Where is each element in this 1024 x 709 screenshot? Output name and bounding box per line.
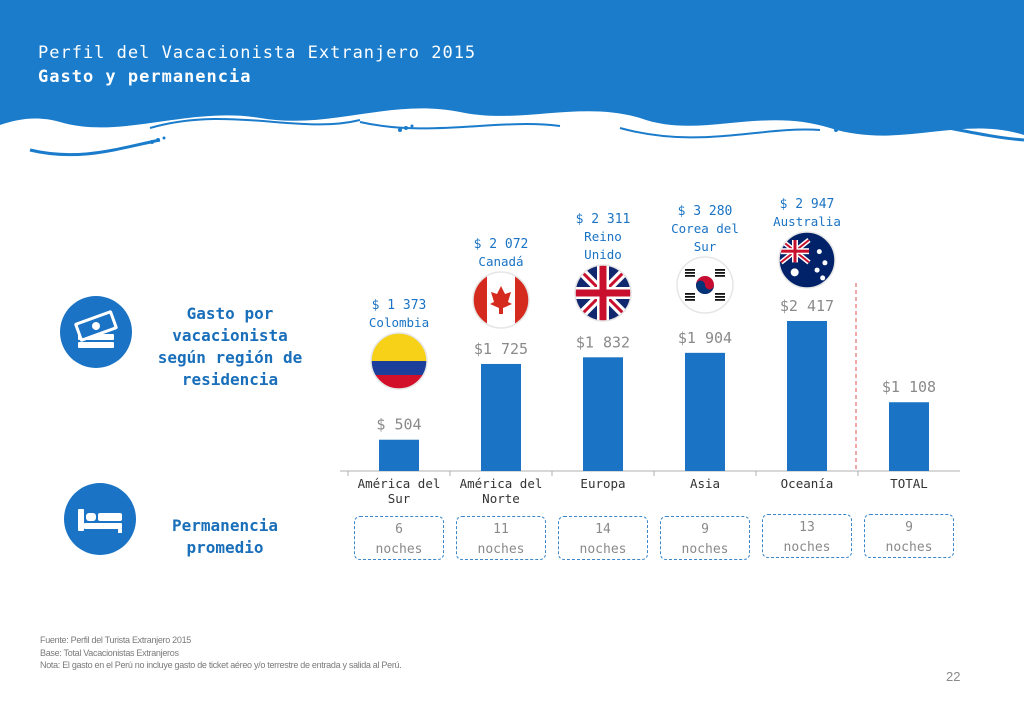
country-name-label: Colombia <box>369 315 429 330</box>
footer-note: Nota: El gasto en el Perú no incluye gas… <box>40 660 402 670</box>
x-tick-label: América del <box>358 476 441 491</box>
header-wave <box>0 0 1024 157</box>
country-name-label: Canadá <box>478 254 523 269</box>
stay-box: 13 noches <box>762 514 852 558</box>
bar-value-label: $1 108 <box>882 378 936 396</box>
canada-flag-icon <box>472 271 530 329</box>
spending-section-label: Gasto por vacacionista según región de r… <box>157 304 303 389</box>
colombia-flag-icon <box>370 332 428 390</box>
bar-value-label: $2 417 <box>780 297 834 315</box>
bar <box>379 439 419 471</box>
money-stack-icon <box>60 296 132 368</box>
page-subtitle: Gasto y permanencia <box>38 67 252 87</box>
country-value-label: $ 2 947 <box>780 197 835 212</box>
x-tick-label: TOTAL <box>890 476 928 491</box>
stay-box: 9 noches <box>864 514 954 558</box>
country-value-label: $ 1 373 <box>372 298 427 313</box>
country-name-label: Reino <box>584 229 622 244</box>
stay-unit: noches <box>477 542 525 557</box>
bar-value-label: $1 725 <box>474 340 528 358</box>
footer-notes: Fuente: Perfil del Turista Extranjero 20… <box>40 634 402 672</box>
x-tick-label: Europa <box>580 476 625 491</box>
south-korea-flag-icon <box>676 256 734 314</box>
bar <box>889 402 929 471</box>
x-tick-label: Asia <box>690 476 720 491</box>
country-name-label: Sur <box>694 239 717 254</box>
country-value-label: $ 2 311 <box>576 212 631 227</box>
stay-unit: noches <box>375 542 423 557</box>
bar-value-label: $1 904 <box>678 329 732 347</box>
country-name-label: Corea del <box>671 221 739 236</box>
footer-source: Fuente: Perfil del Turista Extranjero 20… <box>40 635 191 645</box>
stay-box: 14 noches <box>558 516 648 560</box>
page-number: 22 <box>946 669 961 684</box>
stay-unit: noches <box>579 542 627 557</box>
stay-nights: 13 <box>799 520 815 535</box>
stay-unit: noches <box>681 542 729 557</box>
bed-icon <box>64 483 136 555</box>
stay-unit: noches <box>885 540 933 555</box>
bar <box>685 352 725 471</box>
stay-nights: 9 <box>701 522 709 537</box>
stay-section-label: Permanencia promedio <box>172 516 278 557</box>
header-banner: Perfil del Vacacionista Extranjero 2015 … <box>0 0 1024 175</box>
stay-nights: 6 <box>395 522 403 537</box>
bar-value-label: $ 504 <box>376 416 421 434</box>
stay-box: 6 noches <box>354 516 444 560</box>
uk-flag-icon <box>574 264 632 322</box>
bar-value-label: $1 832 <box>576 333 630 351</box>
page-title: Perfil del Vacacionista Extranjero 2015 <box>38 43 477 63</box>
stay-nights: 14 <box>595 522 611 537</box>
country-name-label: Australia <box>773 214 841 229</box>
stay-unit: noches <box>783 540 831 555</box>
country-value-label: $ 3 280 <box>678 204 733 219</box>
x-tick-label: Sur <box>388 491 411 506</box>
country-name-label: Unido <box>584 247 622 262</box>
x-tick-label: Norte <box>482 491 520 506</box>
stay-box: 9 noches <box>660 516 750 560</box>
country-value-label: $ 2 072 <box>474 237 529 252</box>
x-tick-label: Oceanía <box>781 476 834 491</box>
bar <box>481 363 521 471</box>
stay-nights: 11 <box>493 522 509 537</box>
x-tick-label: América del <box>460 476 543 491</box>
bar <box>583 357 623 471</box>
bar <box>787 321 827 471</box>
stay-nights: 9 <box>905 520 913 535</box>
stay-box: 11 noches <box>456 516 546 560</box>
australia-flag-icon <box>778 231 836 289</box>
footer-base: Base: Total Vacacionistas Extranjeros <box>40 647 179 658</box>
